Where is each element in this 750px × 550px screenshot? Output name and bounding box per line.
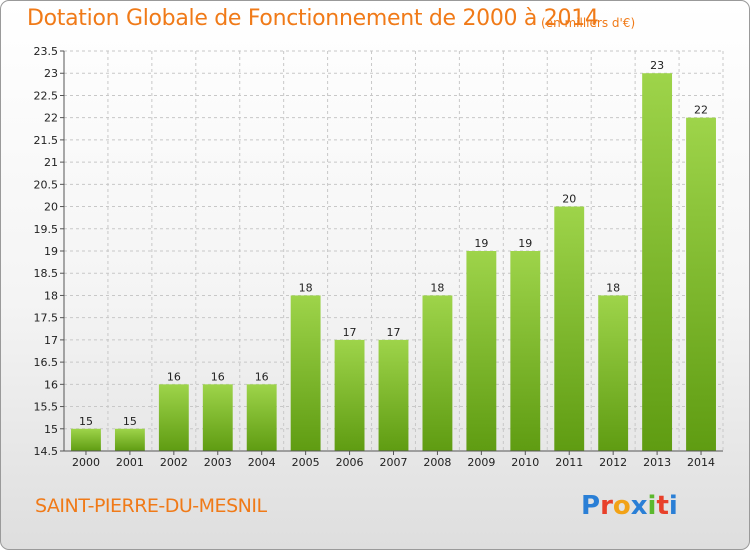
y-tick-label: 22.5 bbox=[34, 89, 59, 102]
data-label: 16 bbox=[255, 370, 269, 383]
data-label: 19 bbox=[474, 237, 488, 250]
y-tick-label: 23 bbox=[44, 67, 58, 80]
data-label: 23 bbox=[650, 59, 664, 72]
data-label: 22 bbox=[694, 104, 708, 117]
data-label: 18 bbox=[430, 281, 444, 294]
bars bbox=[71, 73, 716, 452]
x-tick-label: 2009 bbox=[467, 456, 495, 469]
y-tick-label: 19 bbox=[44, 245, 58, 258]
logo-letter: i bbox=[668, 491, 678, 521]
data-label: 16 bbox=[211, 370, 225, 383]
bar bbox=[422, 295, 453, 451]
data-label: 20 bbox=[562, 193, 576, 206]
x-tick-label: 2006 bbox=[336, 456, 364, 469]
x-tick-label: 2010 bbox=[511, 456, 539, 469]
x-tick-label: 2014 bbox=[687, 456, 715, 469]
y-tick-label: 17 bbox=[44, 334, 58, 347]
y-tick-label: 16 bbox=[44, 378, 58, 391]
data-label: 18 bbox=[606, 281, 620, 294]
bar bbox=[466, 251, 497, 451]
x-tick-label: 2011 bbox=[555, 456, 583, 469]
x-tick-label: 2005 bbox=[292, 456, 320, 469]
bar bbox=[554, 206, 585, 451]
bar bbox=[686, 117, 716, 452]
y-tick-label: 20 bbox=[44, 201, 58, 214]
bar bbox=[378, 339, 409, 451]
bar bbox=[246, 384, 277, 451]
y-tick-label: 14.5 bbox=[34, 445, 59, 458]
logo-letter: x bbox=[630, 491, 648, 521]
data-label: 16 bbox=[167, 370, 181, 383]
chart-title: Dotation Globale de Fonctionnement de 20… bbox=[27, 6, 599, 31]
y-tick-label: 18.5 bbox=[34, 267, 59, 280]
data-label: 18 bbox=[299, 281, 313, 294]
bar bbox=[114, 428, 145, 451]
bar bbox=[598, 295, 629, 451]
bar bbox=[642, 73, 673, 451]
y-tick-label: 18 bbox=[44, 289, 58, 302]
logo-letter: r bbox=[600, 491, 613, 521]
x-tick-label: 2004 bbox=[248, 456, 276, 469]
logo-letter: o bbox=[612, 491, 631, 521]
x-tick-label: 2003 bbox=[204, 456, 232, 469]
proxiti-logo: Proxiti bbox=[581, 491, 678, 521]
y-tick-label: 19.5 bbox=[34, 223, 59, 236]
data-label: 15 bbox=[123, 415, 137, 428]
bar bbox=[158, 384, 189, 451]
commune-name: SAINT-PIERRE-DU-MESNIL bbox=[35, 495, 267, 517]
x-tick-label: 2000 bbox=[72, 456, 100, 469]
bar bbox=[71, 428, 101, 451]
bar bbox=[290, 295, 321, 451]
data-label: 17 bbox=[387, 326, 401, 339]
bar bbox=[510, 251, 541, 451]
x-tick-label: 2013 bbox=[643, 456, 671, 469]
x-tick-label: 2008 bbox=[423, 456, 451, 469]
y-tick-label: 15 bbox=[44, 423, 58, 436]
data-label: 15 bbox=[79, 415, 93, 428]
x-tick-label: 2007 bbox=[380, 456, 408, 469]
x-tick-label: 2002 bbox=[160, 456, 188, 469]
data-label: 17 bbox=[343, 326, 357, 339]
x-tick-label: 2012 bbox=[599, 456, 627, 469]
data-labels: 15 15 16 16 16 18 17 17 18 19 19 20 18 23 22 bbox=[79, 59, 708, 428]
y-tick-label: 15.5 bbox=[34, 401, 59, 414]
y-tick-label: 16.5 bbox=[34, 356, 59, 369]
data-label: 19 bbox=[518, 237, 532, 250]
y-tick-label: 21 bbox=[44, 156, 58, 169]
y-tick-label: 22 bbox=[44, 112, 58, 125]
y-tick-label: 23.5 bbox=[34, 45, 59, 58]
y-tick-label: 21.5 bbox=[34, 134, 59, 147]
bar bbox=[334, 339, 365, 451]
logo-letter: t bbox=[656, 491, 669, 521]
chart-unit-label: (en milliers d'€) bbox=[541, 16, 636, 30]
x-tick-label: 2001 bbox=[116, 456, 144, 469]
y-tick-label: 17.5 bbox=[34, 312, 59, 325]
logo-letter: P bbox=[581, 491, 601, 521]
y-tick-label: 20.5 bbox=[34, 178, 59, 191]
axes: 14.5 15 15.5 16 16.5 17 17.5 18 18.5 19 19.5 20 20.5… bbox=[34, 45, 723, 469]
bar bbox=[202, 384, 233, 451]
logo-letter: i bbox=[647, 491, 657, 521]
